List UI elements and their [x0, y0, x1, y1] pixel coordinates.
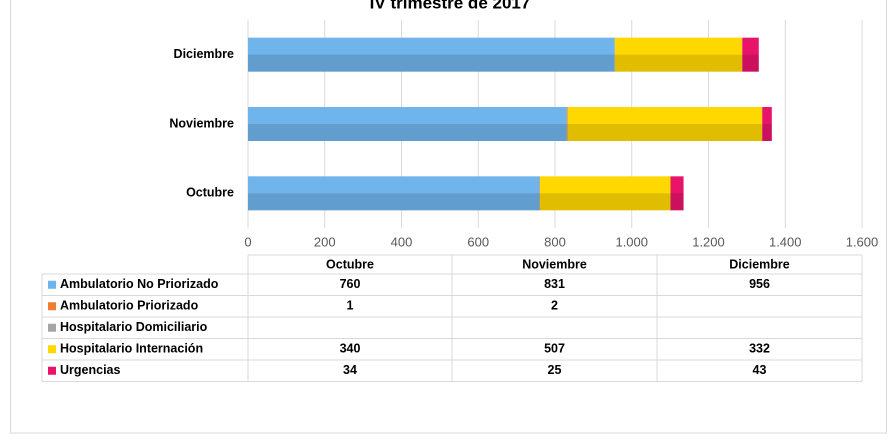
bar-shade [742, 55, 759, 72]
x-tick-label: 600 [467, 234, 489, 249]
bar-shade [540, 193, 670, 210]
y-tick-label: Diciembre [174, 47, 234, 61]
x-tick-label: 1.200 [692, 234, 725, 249]
table-cell: 760 [340, 277, 361, 291]
y-tick-label: Octubre [186, 186, 234, 200]
table-cell: 332 [749, 342, 770, 356]
legend-marker [48, 281, 56, 289]
y-tick-label: Noviembre [169, 116, 234, 130]
x-tick-label: 1.600 [846, 234, 879, 249]
bar-shade [671, 193, 684, 210]
x-tick-label: 0 [244, 234, 251, 249]
bar-shade [615, 55, 742, 72]
bar-shade [248, 55, 615, 72]
table-cell: 25 [548, 363, 562, 377]
table-cell: 831 [544, 277, 565, 291]
table-header: Octubre [326, 257, 374, 271]
bar-shade [762, 124, 772, 141]
table-cell: 34 [343, 363, 357, 377]
legend-marker [48, 367, 56, 375]
legend-label: Ambulatorio No Priorizado [60, 277, 219, 291]
table-cell: 340 [340, 342, 361, 356]
table-header: Diciembre [729, 257, 789, 271]
x-tick-label: 200 [314, 234, 336, 249]
x-tick-label: 400 [391, 234, 413, 249]
table-cell: 507 [544, 342, 565, 356]
bar-shade [568, 124, 763, 141]
bar-shade [567, 124, 568, 141]
table-cell: 2 [551, 299, 558, 313]
legend-marker [48, 324, 56, 332]
bar-shade [248, 124, 567, 141]
legend-label: Hospitalario Internación [60, 342, 203, 356]
legend-label: Ambulatorio Priorizado [60, 299, 199, 313]
table-cell: 1 [347, 299, 354, 313]
legend-marker [48, 302, 56, 310]
x-tick-label: 800 [544, 234, 566, 249]
chart-title: IV trimestre de 2017 [370, 0, 531, 12]
table-cell: 43 [753, 363, 767, 377]
table-header: Noviembre [522, 257, 587, 271]
legend-marker [48, 345, 56, 353]
bar-shade [248, 193, 540, 210]
legend-label: Urgencias [60, 363, 120, 377]
legend-label: Hospitalario Domiciliario [60, 320, 208, 334]
x-tick-label: 1.400 [769, 234, 802, 249]
x-tick-label: 1.000 [615, 234, 648, 249]
table-cell: 956 [749, 277, 770, 291]
